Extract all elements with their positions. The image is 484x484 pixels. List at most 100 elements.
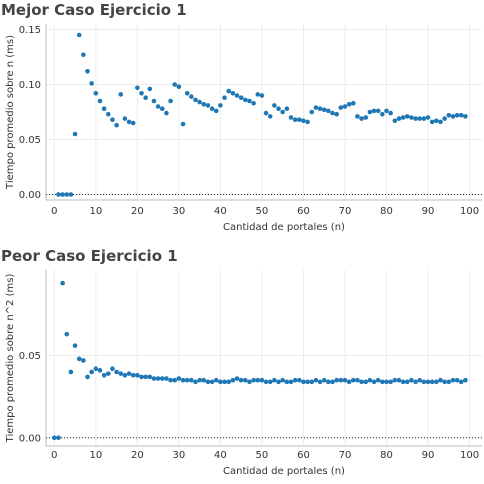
- data-point: [409, 377, 414, 383]
- data-point: [346, 102, 352, 107]
- data-point: [458, 379, 464, 385]
- data-point: [56, 435, 61, 441]
- data-point: [89, 369, 94, 375]
- data-point: [334, 377, 339, 383]
- data-point: [396, 377, 402, 383]
- x-tick-label: 40: [214, 206, 227, 217]
- data-point: [251, 377, 256, 383]
- y-tick-label: 0.15: [19, 25, 41, 36]
- data-point: [52, 435, 57, 441]
- data-point: [213, 108, 219, 114]
- data-point: [400, 115, 406, 120]
- data-point: [284, 379, 290, 385]
- data-point: [292, 377, 298, 383]
- data-point: [417, 116, 423, 121]
- chart-best-case: Mejor Caso Ejercicio 1 0 10 20 30 40 50 60 70 80…: [1, 1, 482, 233]
- data-point: [330, 379, 335, 385]
- x-tick-label: 70: [339, 206, 352, 217]
- data-point: [101, 372, 107, 378]
- data-point: [463, 377, 468, 383]
- data-point: [446, 379, 452, 385]
- data-point: [105, 371, 111, 376]
- data-point: [197, 377, 202, 383]
- data-point: [139, 91, 144, 96]
- y-tick-label: 0.00: [19, 190, 41, 201]
- data-point: [454, 377, 460, 383]
- x-axis-title: Cantidad de portales (n): [223, 466, 345, 477]
- data-point: [222, 95, 227, 100]
- data-point: [114, 122, 119, 128]
- data-point: [317, 106, 323, 111]
- data-point: [189, 94, 194, 99]
- y-axis-title: Tiempo promedio sobre n (ms): [5, 35, 16, 190]
- data-point: [218, 379, 223, 385]
- x-tick-label: 100: [460, 206, 479, 217]
- x-tick-label: 10: [89, 450, 102, 461]
- data-point: [392, 377, 398, 383]
- data-point: [222, 379, 227, 385]
- data-point: [280, 377, 285, 383]
- x-tick-label: 0: [51, 450, 57, 461]
- data-point: [404, 379, 410, 385]
- data-point: [126, 119, 132, 125]
- data-point: [438, 377, 443, 383]
- data-point: [442, 116, 447, 121]
- x-tick-label: 90: [422, 450, 435, 461]
- data-point: [97, 98, 103, 104]
- data-point: [197, 99, 202, 105]
- x-tick-label: 20: [131, 206, 144, 217]
- data-point: [288, 115, 294, 120]
- x-tick-label: 100: [460, 450, 479, 461]
- data-point: [417, 377, 423, 383]
- data-point: [371, 108, 377, 114]
- data-point: [168, 98, 173, 104]
- y-tick-label: 0.05: [19, 135, 41, 146]
- data-point: [201, 377, 207, 383]
- data-point: [205, 103, 211, 108]
- data-point: [68, 192, 74, 197]
- data-point: [301, 379, 306, 385]
- data-point: [218, 103, 223, 108]
- x-tick-label: 60: [297, 206, 310, 217]
- data-point: [89, 81, 94, 86]
- x-tick-label: 90: [422, 206, 435, 217]
- data-point: [209, 379, 215, 385]
- data-point: [234, 93, 240, 98]
- x-tick-label: 60: [297, 450, 310, 461]
- data-point: [143, 374, 148, 380]
- data-point: [284, 106, 290, 111]
- data-point: [126, 371, 132, 376]
- data-point: [184, 377, 190, 383]
- data-point: [184, 91, 190, 96]
- data-point: [64, 192, 70, 197]
- data-point: [380, 111, 385, 117]
- data-point: [130, 120, 136, 126]
- data-point: [155, 104, 161, 109]
- data-point: [226, 88, 232, 94]
- data-point: [404, 114, 410, 119]
- data-point: [305, 119, 310, 125]
- data-point: [110, 366, 115, 371]
- data-point: [143, 95, 148, 100]
- data-point: [434, 118, 439, 124]
- data-point: [267, 114, 273, 119]
- data-point: [359, 379, 364, 385]
- data-point: [201, 102, 207, 107]
- data-point: [189, 377, 194, 383]
- data-point: [213, 377, 219, 383]
- data-point: [429, 119, 435, 125]
- data-point: [438, 119, 443, 125]
- data-point: [355, 114, 360, 119]
- data-point: [371, 379, 377, 385]
- data-point: [243, 377, 248, 383]
- data-point: [147, 374, 153, 380]
- y-tick-label: 0.00: [19, 433, 41, 444]
- data-point: [272, 377, 277, 383]
- data-point: [209, 106, 215, 111]
- data-point: [442, 379, 447, 385]
- data-point: [164, 110, 169, 116]
- data-point: [450, 377, 456, 383]
- data-point: [280, 109, 285, 115]
- data-point: [226, 379, 232, 385]
- data-point: [180, 377, 186, 383]
